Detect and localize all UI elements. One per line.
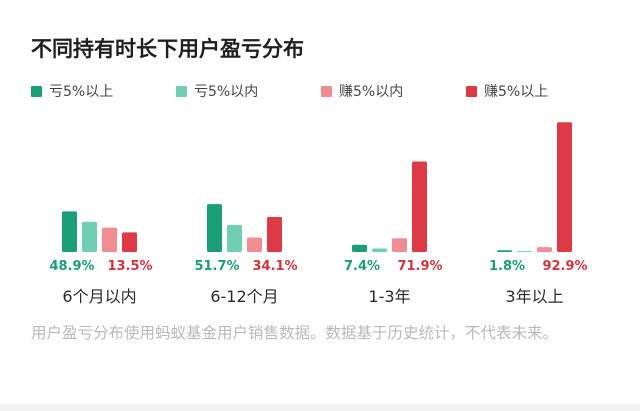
category-label-3y-plus: 3年以上 [505,287,563,306]
bar-6-12m-series-1 [227,224,242,252]
bar-3y-plus-series-0 [497,250,512,252]
category-label-1-3y: 1-3年 [368,287,410,306]
bar-3y-plus-series-1 [517,251,532,252]
legend-label-gain-le5: 赚5%以内 [339,84,404,100]
loss-total-label-6-12m: 51.7% [194,259,239,274]
legend-swatch-loss-le5 [176,85,187,97]
category-label-6-12m: 6-12个月 [210,287,278,306]
bar-3y-plus-series-3 [557,122,572,252]
loss-total-label-1-3y: 7.4% [344,259,380,274]
chart-title: 不同持有时长下用户盈亏分布 [31,37,304,61]
loss-total-label-6m: 48.9% [49,259,94,274]
legend-item-loss-gt5: 亏5%以上 [31,80,113,102]
card-bottom-edge [0,404,640,411]
gain-total-label-6m: 13.5% [107,259,152,274]
bar-6-12m-series-2 [247,237,262,252]
bar-6m-series-1 [82,221,97,252]
bar-1-3y-series-3 [412,161,427,252]
chart-legend: 亏5%以上 亏5%以内 赚5%以内 赚5%以上 [0,80,640,102]
legend-swatch-gain-gt5 [466,85,477,97]
legend-item-loss-le5: 亏5%以内 [176,80,258,102]
legend-item-gain-gt5: 赚5%以上 [466,80,548,102]
gain-total-label-3y-plus: 92.9% [542,259,587,274]
gain-total-label-6-12m: 34.1% [252,259,297,274]
bar-3y-plus-series-2 [537,247,552,252]
bar-1-3y-series-0 [352,244,367,252]
legend-swatch-loss-gt5 [31,85,42,97]
legend-label-loss-le5: 亏5%以内 [194,84,259,100]
legend-label-loss-gt5: 亏5%以上 [49,84,114,100]
gain-total-label-1-3y: 71.9% [397,259,442,274]
bar-1-3y-series-2 [392,238,407,252]
legend-label-gain-gt5: 赚5%以上 [484,84,549,100]
legend-swatch-gain-le5 [321,85,332,97]
footnote: 用户盈亏分布使用蚂蚁基金用户销售数据。数据基于历史统计，不代表未来。 [31,324,559,342]
bar-6-12m-series-3 [267,217,282,252]
bar-6m-series-3 [122,232,137,252]
bar-6m-series-2 [102,227,117,252]
loss-total-label-3y-plus: 1.8% [489,259,525,274]
grouped-bar-chart: 48.9% 13.5% 6个月以内 51.7% 34.1% 6-12个月 7.4% 71.9%… [49,122,588,306]
category-label-6m: 6个月以内 [62,287,136,306]
bar-6-12m-series-0 [207,204,222,252]
bar-1-3y-series-1 [372,248,387,252]
legend-item-gain-le5: 赚5%以内 [321,80,403,102]
bar-6m-series-0 [62,211,77,252]
